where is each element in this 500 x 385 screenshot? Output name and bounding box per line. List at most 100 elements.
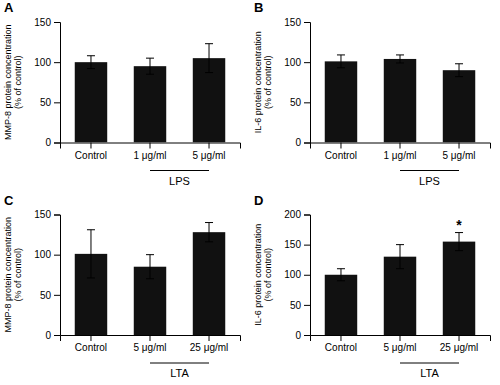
- y-axis-label: IL-6 protein concentration(% of control): [253, 224, 274, 326]
- tick-mark: [54, 215, 60, 216]
- tick-label: 0: [295, 330, 301, 341]
- tick-label: 150: [34, 17, 51, 28]
- panel: 050100150Control1 μg/ml5 μg/mlLPSIL-6 pr…: [253, 0, 491, 187]
- y-axis-label: MMP-8 protein concentration(% of control…: [3, 24, 24, 140]
- axis-line: [61, 336, 241, 342]
- tick-label: Control: [325, 150, 357, 161]
- tick-label: 50: [40, 97, 52, 108]
- tick-label: 100: [284, 269, 301, 280]
- x-axis-label: LTA: [170, 367, 189, 379]
- error-bar: [455, 64, 463, 77]
- y-axis-label-line: IL-6 protein concentration: [253, 31, 263, 133]
- tick-label: Control: [75, 150, 107, 161]
- tick-label: 1 μg/ml: [384, 150, 417, 161]
- axis-line: [61, 143, 241, 149]
- x-axis: Control 1 μg/ml 5 μg/ml: [61, 143, 241, 161]
- annotation: *: [456, 217, 462, 233]
- x-tick: 1 μg/ml: [134, 143, 167, 161]
- y-axis-label-line: IL-6 protein concentration: [253, 224, 263, 326]
- tick-mark: [54, 255, 60, 256]
- axis-line: [304, 23, 311, 144]
- y-axis: 0 50 100 150: [34, 17, 60, 149]
- x-axis: Control 5 μg/ml 25 μg/ml: [311, 335, 491, 353]
- panel: 050100150Control1 μg/ml5 μg/mlLPSMMP-8 p…: [3, 0, 241, 187]
- bracket: [400, 170, 459, 171]
- y-axis-label: IL-6 protein concentration(% of control): [253, 31, 274, 133]
- tick-mark: [340, 143, 341, 149]
- axis-line: [311, 336, 491, 342]
- error-bar: [87, 56, 95, 69]
- plot-area: [75, 44, 225, 143]
- axis-line: [54, 215, 61, 336]
- y-tick: 100: [34, 57, 60, 68]
- error-bar: [337, 55, 345, 68]
- panel-label: B: [254, 0, 263, 15]
- tick-mark: [400, 335, 401, 341]
- tick-mark: [340, 335, 341, 341]
- tick-mark: [304, 245, 310, 246]
- tick-label: 100: [34, 57, 51, 68]
- y-axis: 0 50 100 150 200: [284, 209, 310, 341]
- error-bar: [146, 58, 154, 74]
- tick-label: 0: [45, 137, 51, 148]
- y-tick: 50: [290, 300, 310, 311]
- tick-mark: [304, 215, 310, 216]
- error-bar: [205, 44, 213, 73]
- panel: 050100150200Control5 μg/ml25 μg/mlLTAIL-…: [253, 193, 491, 380]
- tick-label: 50: [40, 290, 52, 301]
- y-tick: 50: [40, 97, 60, 108]
- x-tick: 5 μg/ml: [384, 335, 417, 353]
- y-tick: 150: [34, 209, 60, 220]
- y-axis-label-line: MMP-8 protein concentration: [3, 24, 13, 140]
- tick-label: 200: [284, 209, 301, 220]
- tick-mark: [304, 22, 310, 23]
- tick-mark: [304, 143, 310, 144]
- x-tick: 25 μg/ml: [440, 335, 479, 353]
- tick-mark: [54, 22, 60, 23]
- axis-line: [304, 215, 311, 336]
- tick-label: 5 μg/ml: [193, 150, 226, 161]
- tick-mark: [304, 335, 310, 336]
- bracket: [150, 363, 209, 364]
- x-axis: Control1 μg/ml5 μg/ml: [311, 143, 491, 161]
- bar: [325, 275, 357, 335]
- panel-label: C: [4, 193, 14, 208]
- y-tick: 0: [45, 137, 60, 148]
- y-tick: 100: [284, 269, 310, 280]
- tick-mark: [209, 335, 210, 341]
- x-tick: 5 μg/ml: [134, 335, 167, 353]
- tick-label: 5 μg/ml: [384, 342, 417, 353]
- tick-label: 5 μg/ml: [134, 342, 167, 353]
- panel-label: D: [254, 193, 263, 208]
- error-bar: [396, 55, 404, 63]
- bar: [134, 66, 166, 142]
- error-bar: [337, 269, 345, 281]
- y-axis-label-line: (% of control): [13, 248, 23, 302]
- error-bar: [205, 223, 213, 242]
- tick-label: 150: [284, 17, 301, 28]
- tick-label: 50: [290, 97, 302, 108]
- panel: 050100150Control5 μg/ml25 μg/mlLTAMMP-8 …: [3, 193, 241, 380]
- tick-label: Control: [325, 342, 357, 353]
- y-axis-label-line: (% of control): [263, 248, 273, 302]
- y-tick: 150: [284, 239, 310, 250]
- y-axis: 0 50 100 150: [34, 209, 60, 341]
- bar: [75, 62, 107, 142]
- tick-mark: [304, 275, 310, 276]
- y-tick: 0: [45, 330, 60, 341]
- tick-label: 100: [34, 249, 51, 260]
- tick-mark: [54, 335, 60, 336]
- tick-mark: [459, 335, 460, 341]
- axis-line: [311, 143, 491, 149]
- y-tick: 50: [290, 97, 310, 108]
- y-tick: 100: [34, 249, 60, 260]
- tick-mark: [90, 335, 91, 341]
- tick-mark: [54, 62, 60, 63]
- bar: [325, 61, 357, 142]
- y-tick: 150: [284, 17, 310, 28]
- x-tick: 1 μg/ml: [384, 143, 417, 161]
- tick-mark: [304, 305, 310, 306]
- y-axis-label-line: (% of control): [263, 55, 273, 109]
- tick-mark: [54, 295, 60, 296]
- error-bar: [146, 255, 154, 279]
